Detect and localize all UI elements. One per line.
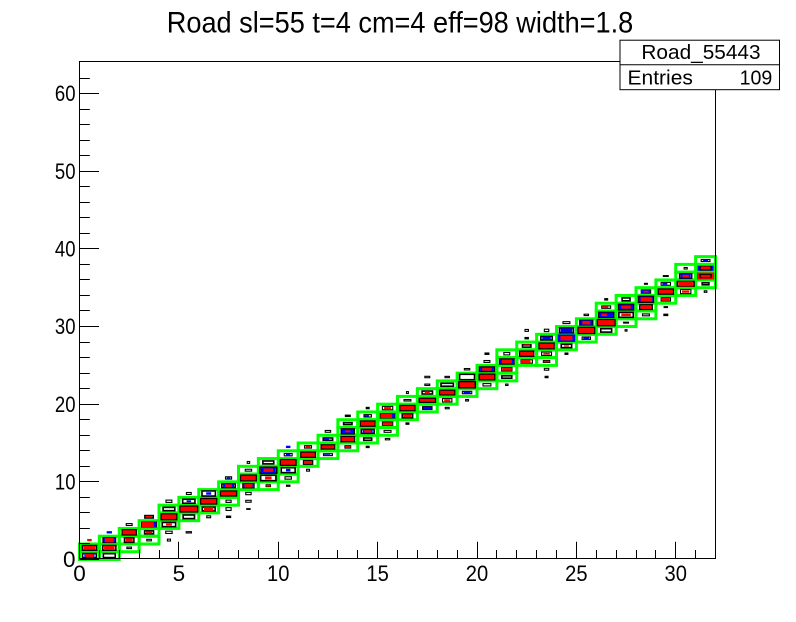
svg-text:50: 50 (55, 159, 76, 184)
svg-text:10: 10 (55, 470, 76, 495)
svg-text:0: 0 (73, 561, 86, 586)
svg-text:10: 10 (267, 561, 289, 586)
svg-text:15: 15 (366, 561, 388, 586)
svg-text:25: 25 (565, 561, 587, 586)
svg-text:40: 40 (55, 237, 76, 262)
svg-text:5: 5 (173, 561, 186, 586)
svg-text:20: 20 (55, 392, 76, 417)
svg-text:30: 30 (665, 561, 687, 586)
svg-text:109: 109 (740, 67, 773, 90)
svg-text:60: 60 (55, 81, 76, 106)
svg-text:Road_55443: Road_55443 (641, 41, 760, 64)
svg-text:20: 20 (466, 561, 488, 586)
svg-text:0: 0 (63, 547, 76, 572)
svg-text:Entries: Entries (628, 67, 693, 90)
svg-text:30: 30 (55, 314, 76, 339)
svg-text:Road sl=55 t=4 cm=4 eff=98 wid: Road sl=55 t=4 cm=4 eff=98 width=1.8 (167, 7, 634, 40)
